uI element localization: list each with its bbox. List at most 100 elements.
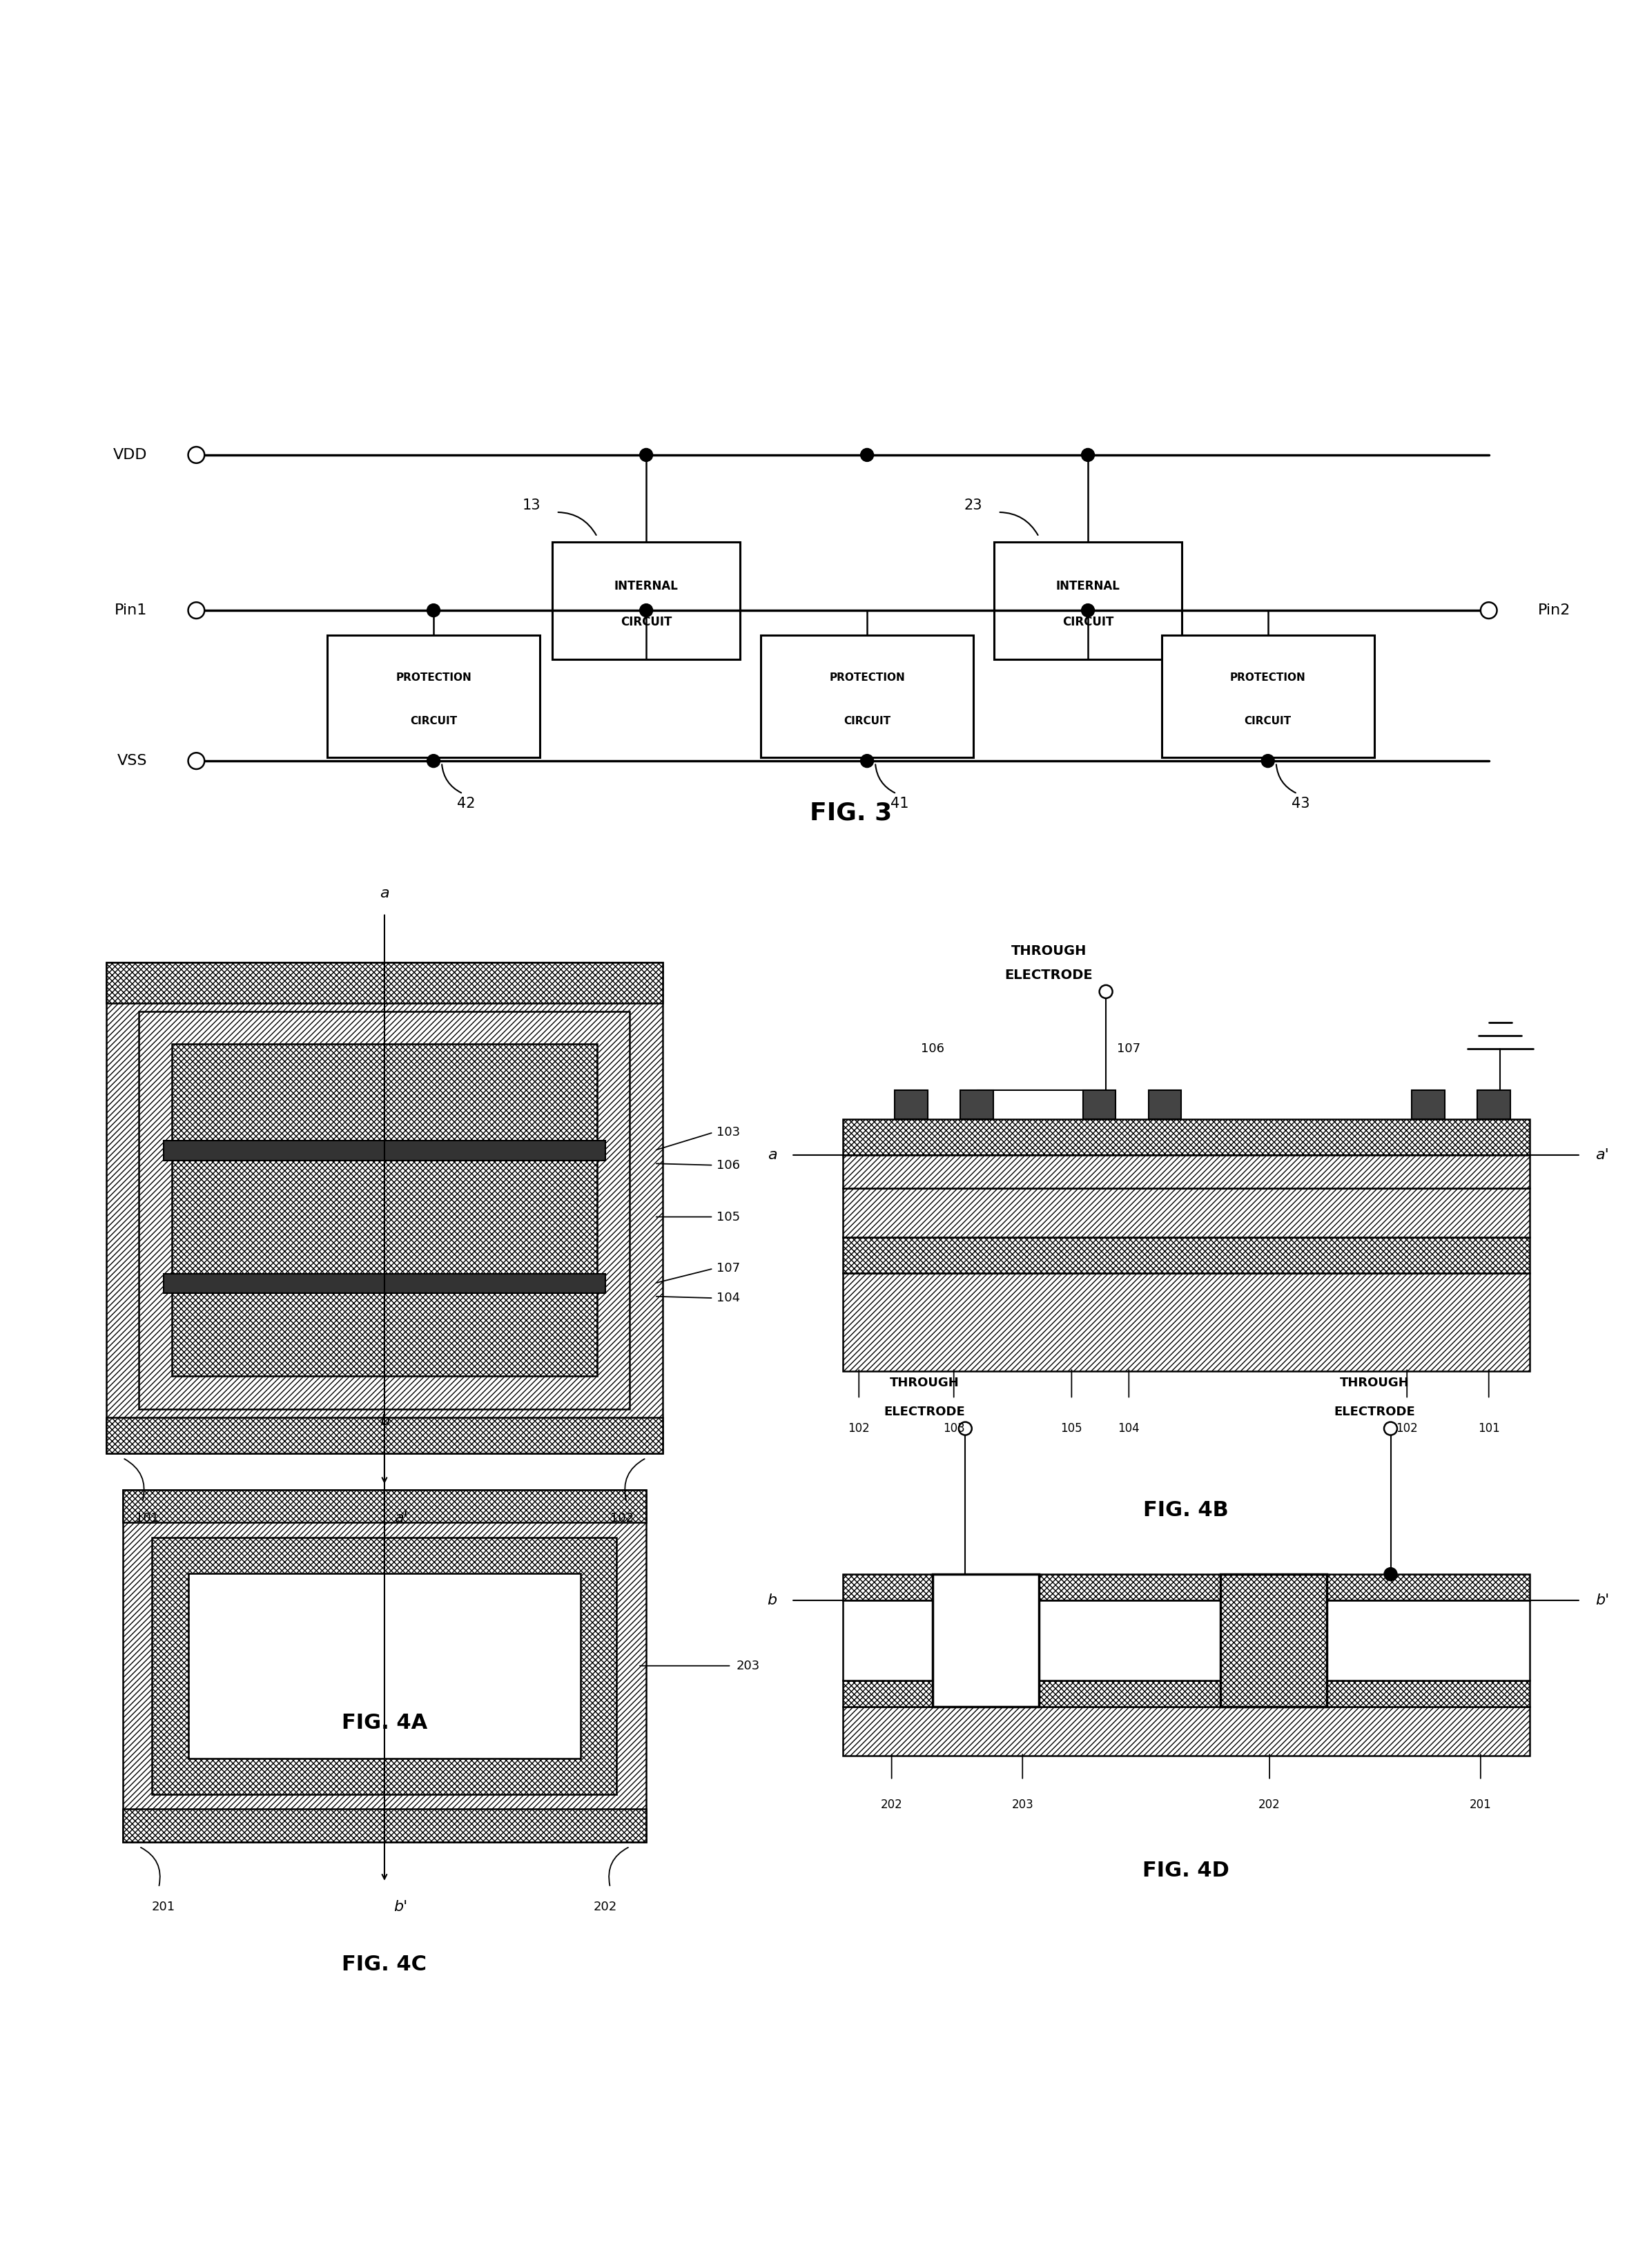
- Bar: [139, 1012, 630, 1408]
- Bar: [843, 1154, 1530, 1188]
- Text: 106: 106: [921, 1043, 944, 1055]
- Circle shape: [640, 603, 653, 617]
- Text: 103: 103: [717, 1127, 739, 1139]
- Bar: [327, 635, 540, 758]
- Circle shape: [959, 1422, 972, 1436]
- Text: a': a': [1595, 1148, 1608, 1161]
- Circle shape: [640, 449, 653, 460]
- Text: VDD: VDD: [113, 449, 147, 463]
- Text: 42: 42: [456, 796, 476, 810]
- Text: FIG. 4C: FIG. 4C: [342, 1955, 427, 1975]
- Bar: [761, 635, 973, 758]
- Bar: [106, 962, 663, 1454]
- Text: 103: 103: [942, 1422, 965, 1436]
- Text: 201: 201: [1469, 1799, 1492, 1812]
- Text: 23: 23: [964, 499, 983, 513]
- Text: b: b: [380, 1415, 389, 1429]
- Bar: [995, 542, 1181, 660]
- Text: 101: 101: [136, 1513, 159, 1524]
- Text: PROTECTION: PROTECTION: [829, 674, 905, 683]
- Circle shape: [427, 603, 440, 617]
- Text: a: a: [380, 887, 389, 900]
- Bar: [152, 1538, 617, 1794]
- Circle shape: [1384, 1422, 1397, 1436]
- Text: a': a': [394, 1510, 407, 1526]
- Text: INTERNAL: INTERNAL: [1055, 581, 1121, 592]
- Bar: [843, 1681, 1530, 1708]
- Bar: [164, 1141, 605, 1161]
- Bar: [1162, 635, 1374, 758]
- Text: 101: 101: [1477, 1422, 1500, 1436]
- Circle shape: [861, 755, 874, 767]
- Text: CIRCUIT: CIRCUIT: [844, 717, 890, 726]
- Circle shape: [861, 449, 874, 460]
- Text: b': b': [1595, 1594, 1610, 1608]
- Circle shape: [1384, 1567, 1397, 1581]
- Text: 104: 104: [717, 1293, 739, 1304]
- Circle shape: [1099, 984, 1112, 998]
- Text: CIRCUIT: CIRCUIT: [620, 615, 672, 628]
- Bar: [1083, 1091, 1116, 1120]
- Text: 102: 102: [1396, 1422, 1418, 1436]
- Text: ELECTRODE: ELECTRODE: [883, 1406, 965, 1418]
- Circle shape: [188, 603, 205, 619]
- Bar: [1148, 1091, 1181, 1120]
- Bar: [106, 1418, 663, 1454]
- Text: ELECTRODE: ELECTRODE: [1005, 968, 1093, 982]
- Text: b: b: [767, 1594, 777, 1608]
- Text: 107: 107: [1117, 1043, 1140, 1055]
- Text: 107: 107: [717, 1263, 739, 1275]
- Text: 202: 202: [1258, 1799, 1281, 1812]
- Bar: [123, 1490, 646, 1522]
- Text: 13: 13: [522, 499, 542, 513]
- Bar: [553, 542, 739, 660]
- Bar: [106, 962, 663, 1002]
- Bar: [843, 1708, 1530, 1755]
- Text: 202: 202: [880, 1799, 903, 1812]
- Bar: [843, 1601, 1530, 1681]
- Text: THROUGH: THROUGH: [1011, 943, 1086, 957]
- Text: ELECTRODE: ELECTRODE: [1333, 1406, 1415, 1418]
- Circle shape: [1081, 603, 1094, 617]
- Text: 203: 203: [736, 1660, 759, 1672]
- Text: 43: 43: [1291, 796, 1310, 810]
- Text: 201: 201: [152, 1901, 175, 1914]
- Text: 106: 106: [717, 1159, 739, 1170]
- Bar: [843, 1272, 1530, 1372]
- Text: 105: 105: [717, 1211, 739, 1222]
- Text: FIG. 3: FIG. 3: [810, 801, 892, 826]
- Bar: [960, 1091, 993, 1120]
- Text: FIG. 4D: FIG. 4D: [1142, 1860, 1230, 1880]
- Bar: [123, 1490, 646, 1842]
- Text: CIRCUIT: CIRCUIT: [411, 717, 456, 726]
- Text: CIRCUIT: CIRCUIT: [1062, 615, 1114, 628]
- Text: 102: 102: [610, 1513, 633, 1524]
- Bar: [172, 1043, 597, 1377]
- Circle shape: [188, 447, 205, 463]
- Bar: [1412, 1091, 1445, 1120]
- Text: PROTECTION: PROTECTION: [1230, 674, 1306, 683]
- Text: 41: 41: [890, 796, 910, 810]
- Text: FIG. 4B: FIG. 4B: [1144, 1501, 1229, 1520]
- Bar: [123, 1810, 646, 1842]
- Text: THROUGH: THROUGH: [1340, 1377, 1409, 1388]
- Bar: [843, 1574, 1530, 1601]
- Bar: [933, 1574, 1039, 1708]
- Bar: [164, 1275, 605, 1293]
- Text: 104: 104: [1117, 1422, 1140, 1436]
- Text: b': b': [394, 1901, 407, 1914]
- Text: 102: 102: [847, 1422, 870, 1436]
- Circle shape: [1481, 603, 1497, 619]
- Bar: [1220, 1574, 1327, 1708]
- Text: VSS: VSS: [118, 753, 147, 769]
- Text: Pin2: Pin2: [1538, 603, 1571, 617]
- Text: CIRCUIT: CIRCUIT: [1245, 717, 1291, 726]
- Text: 203: 203: [1011, 1799, 1034, 1812]
- Circle shape: [188, 753, 205, 769]
- Text: THROUGH: THROUGH: [890, 1377, 959, 1388]
- Bar: [843, 1188, 1530, 1236]
- Text: INTERNAL: INTERNAL: [614, 581, 679, 592]
- Circle shape: [427, 755, 440, 767]
- Text: 105: 105: [1060, 1422, 1083, 1436]
- Bar: [843, 1236, 1530, 1272]
